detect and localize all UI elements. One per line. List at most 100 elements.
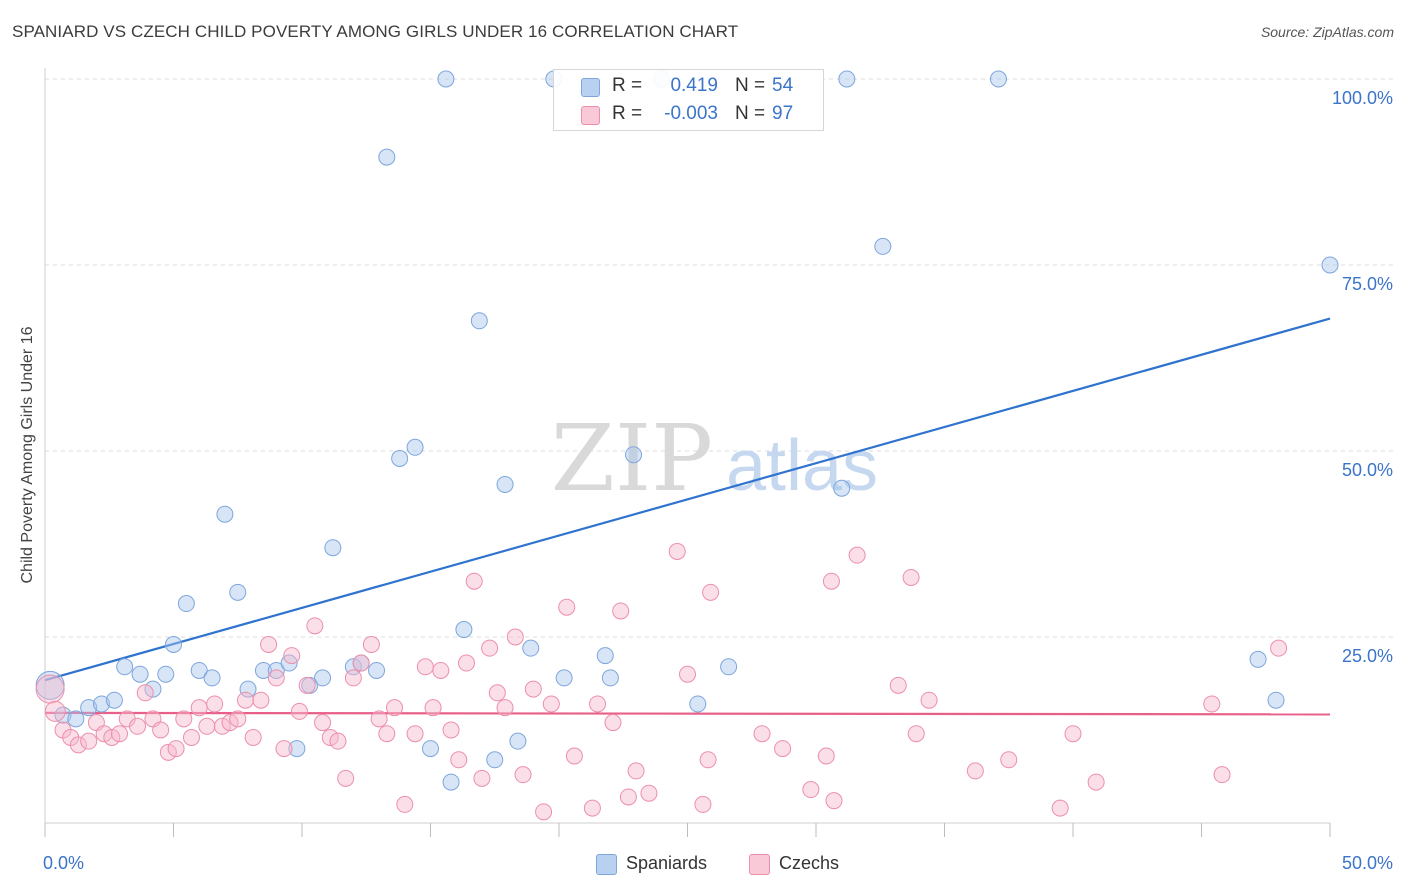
spaniards-point [406,438,424,456]
axes [44,68,1331,837]
y-tick-label: 25.0% [1342,646,1393,666]
czechs-point [488,684,506,702]
czechs-point [1064,725,1082,743]
spaniards-point [314,669,332,687]
czechs-point [290,702,308,720]
y-tick-label: 50.0% [1342,460,1393,480]
x-tick-label: 50.0% [1342,853,1393,873]
czechs-point [424,699,442,717]
spaniards-swatch [596,854,617,875]
spaniards-point [67,710,85,728]
czechs-point [825,792,843,810]
spaniards-point [833,479,851,497]
legend-r-label: R = [612,103,643,124]
czechs-point [267,669,285,687]
czechs-point [627,762,645,780]
czechs-point [35,674,65,704]
spaniards-point [324,539,342,557]
spaniards-point [486,751,504,769]
czechs-point [111,725,129,743]
legend-swatch-spaniards [581,78,600,97]
czechs-point [260,635,278,653]
spaniards-point [455,621,473,639]
legend-swatch-czechs [581,106,600,125]
series-spaniards [35,70,1339,791]
spaniards-point [203,669,221,687]
czechs-point [524,680,542,698]
czechs-point [337,769,355,787]
czechs-point [370,710,388,728]
czechs-point [457,654,475,672]
czechs-point [465,572,483,590]
czechs-point [481,639,499,657]
czechs-point [152,721,170,739]
czechs-point [442,721,460,739]
legend-row-spaniards: R = 0.419 N = 54 [554,72,823,100]
czechs-point [907,725,925,743]
data-points [35,70,1339,821]
stats-legend: R = 0.419 N = 54 R = -0.003 N = 97 [553,69,824,131]
spaniards-point [54,706,72,724]
czechs-point [668,542,686,560]
czechs-point [378,725,396,743]
czechs-point [506,628,524,646]
spaniards-point [165,635,182,653]
legend-r-value: -0.003 [664,103,718,124]
spaniards-point [1249,650,1267,668]
czechs-point [221,714,239,732]
spaniards-point [239,680,257,698]
spaniards-point [391,449,409,467]
spaniards-point [229,583,247,601]
czechs-trend-line [44,711,1331,716]
czechs-point [229,710,247,728]
trend-lines [44,317,1331,716]
czechs-point [329,732,347,750]
czechs-point [175,710,193,728]
czechs-point [80,732,98,750]
spaniards-point [177,595,195,613]
spaniards-point [437,70,455,88]
y-tick-label: 100.0% [1332,88,1393,108]
czechs-point [103,728,121,746]
czechs-point [136,684,154,702]
czechs-point [344,669,362,687]
spaniards-label: Spaniards [626,853,708,873]
czechs-point [589,695,607,713]
czechs-point [190,699,208,717]
czechs-point [244,728,262,746]
czechs-point [889,676,907,694]
spaniards-point [874,237,892,255]
watermark: ZIP atlas [551,405,878,512]
chart-title: SPANIARD VS CZECH CHILD POVERTY AMONG GI… [12,22,739,41]
czechs-point [565,747,583,765]
spaniards-point [496,475,514,493]
czechs-point [159,743,177,761]
czechs-point [432,661,450,679]
czechs-point [679,665,696,683]
spaniards-point [157,665,175,683]
czechs-point [699,751,717,769]
spaniards-point [190,661,208,679]
legend-n-value: 97 [772,103,794,124]
czechs-point [702,583,720,601]
spaniards-point [625,446,643,464]
czechs-point [848,546,866,564]
spaniards-point [288,740,306,758]
spaniards-point [1321,256,1339,274]
spaniards-point [105,691,123,709]
czechs-point [1213,766,1231,784]
czechs-point [966,762,984,780]
spaniards-point [522,639,540,657]
czechs-point [496,699,514,717]
czechs-point [604,714,622,732]
spaniards-point [254,661,272,679]
czechs-point [694,795,712,813]
czechs-point [774,740,792,758]
spaniards-point [422,740,439,758]
spaniards-point [442,773,460,791]
czechs-point [1087,773,1105,791]
czechs-point [542,695,560,713]
czechs-point [1051,799,1069,817]
legend-r-label: R = [612,75,643,96]
spaniards-point [378,148,396,166]
